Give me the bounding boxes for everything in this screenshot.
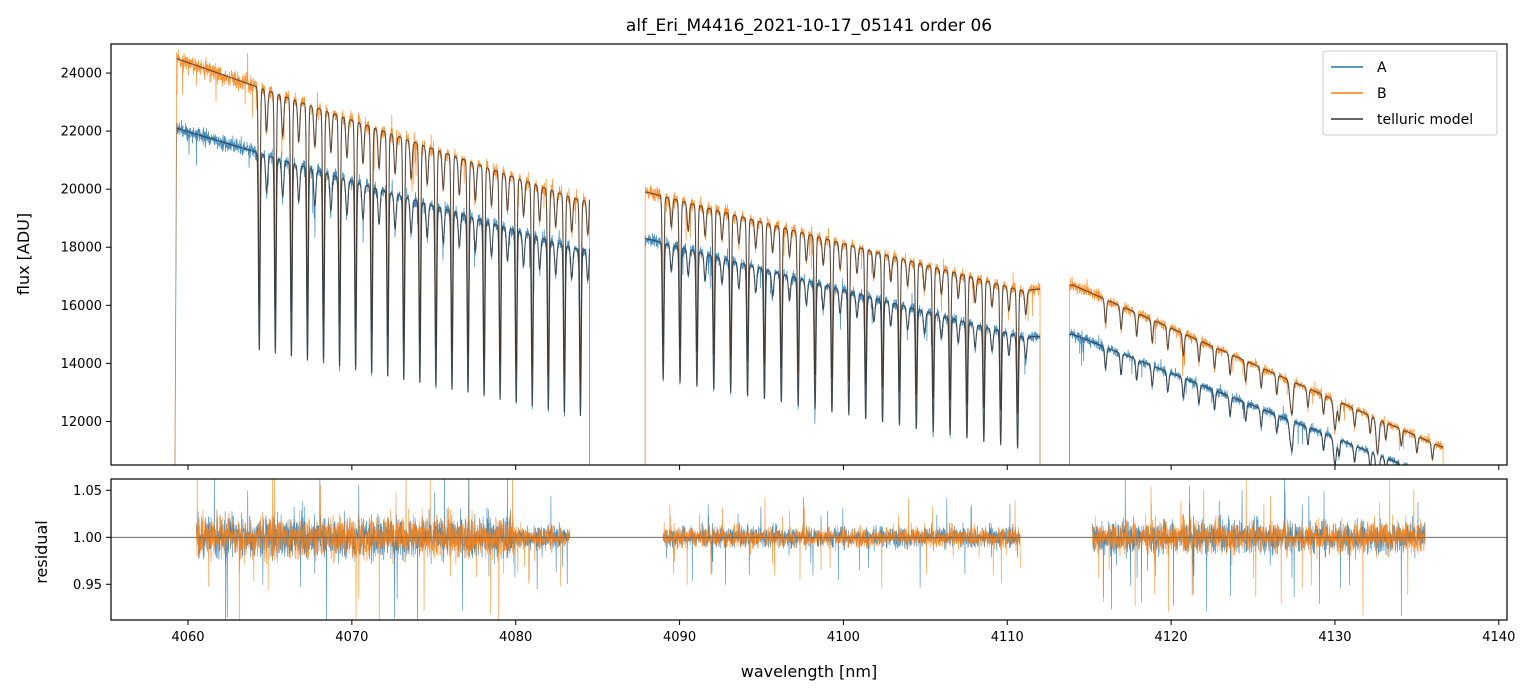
telluric-model-b-segment-0 (176, 58, 590, 383)
wavelength-axis-label: wavelength [nm] (741, 662, 878, 681)
flux-plot-area (174, 49, 1444, 465)
telluric-model-a-segment-2 (1069, 333, 1406, 465)
flux-ytick-label: 18000 (61, 241, 102, 256)
flux-panel-frame (110, 43, 1508, 466)
series-b-residual-segment-0 (195, 479, 571, 620)
telluric-model-a-segment-0 (176, 127, 590, 417)
series-b-residual-segment-1 (662, 497, 1021, 588)
series-b-residual-segment-2 (1092, 479, 1426, 616)
telluric-model-b-segment-1 (645, 191, 1041, 415)
chart-title: alf_Eri_M4416_2021-10-17_05141 order 06 (626, 16, 992, 36)
residual-ytick-label: 1.05 (73, 484, 102, 499)
xtick-label: 4130 (1318, 630, 1351, 645)
series-a-flux-segment-0 (174, 119, 590, 465)
telluric-model-b-segment-2 (1069, 284, 1444, 461)
residual-ytick-label: 1.00 (73, 531, 102, 546)
legend-label-2: telluric model (1377, 112, 1473, 128)
residual-panel: 0.95 1.00 1.05 4060 4070 4080 4090 4100 4110 4120… (32, 478, 1515, 681)
flux-ytick-label: 22000 (61, 125, 102, 140)
residual-axis-label: residual (32, 520, 51, 583)
residual-ticks: 0.95 1.00 1.05 4060 4070 4080 4090 4100 4110 4120… (73, 484, 1515, 645)
flux-axis-label: flux [ADU] (14, 213, 33, 295)
legend-label-0: A (1377, 60, 1387, 76)
flux-ytick-label: 14000 (61, 357, 102, 372)
flux-ytick-label: 24000 (61, 67, 102, 82)
xtick-label: 4060 (171, 630, 204, 645)
xtick-label: 4140 (1482, 630, 1515, 645)
xtick-label: 4070 (335, 630, 368, 645)
residual-plot-area (111, 479, 1507, 620)
xtick-label: 4120 (1155, 630, 1188, 645)
legend-label-1: B (1377, 86, 1387, 102)
xtick-label: 4100 (827, 630, 860, 645)
xtick-label: 4080 (499, 630, 532, 645)
residual-panel-frame (110, 478, 1508, 621)
flux-panel: 12000 14000 16000 18000 20000 22000 24000 flux… (14, 43, 1508, 470)
residual-ytick-label: 0.95 (73, 578, 102, 593)
flux-ytick-label: 12000 (61, 415, 102, 430)
xtick-label: 4090 (663, 630, 696, 645)
flux-ytick-label: 16000 (61, 299, 102, 314)
legend-box (1322, 50, 1498, 136)
flux-ytick-label: 20000 (61, 183, 102, 198)
telluric-model-a-segment-1 (645, 237, 1041, 449)
flux-ticks: 12000 14000 16000 18000 20000 22000 24000 (61, 67, 1500, 470)
xtick-label: 4110 (991, 630, 1024, 645)
